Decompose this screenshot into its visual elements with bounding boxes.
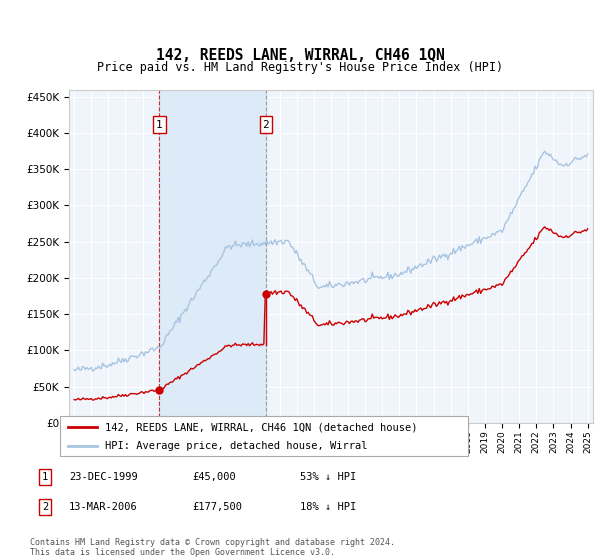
Text: 1: 1	[42, 472, 48, 482]
FancyBboxPatch shape	[60, 416, 468, 456]
Text: 23-DEC-1999: 23-DEC-1999	[69, 472, 138, 482]
Bar	[160, 90, 266, 423]
Text: 13-MAR-2006: 13-MAR-2006	[69, 502, 138, 512]
Text: 142, REEDS LANE, WIRRAL, CH46 1QN: 142, REEDS LANE, WIRRAL, CH46 1QN	[155, 48, 445, 63]
Text: Price paid vs. HM Land Registry's House Price Index (HPI): Price paid vs. HM Land Registry's House …	[97, 61, 503, 74]
Text: £45,000: £45,000	[192, 472, 236, 482]
Text: Contains HM Land Registry data © Crown copyright and database right 2024.
This d: Contains HM Land Registry data © Crown c…	[30, 538, 395, 557]
Text: HPI: Average price, detached house, Wirral: HPI: Average price, detached house, Wirr…	[105, 441, 367, 451]
Text: 1: 1	[156, 120, 163, 129]
Text: 2: 2	[42, 502, 48, 512]
Text: 2: 2	[263, 120, 269, 129]
Text: 18% ↓ HPI: 18% ↓ HPI	[300, 502, 356, 512]
Text: £177,500: £177,500	[192, 502, 242, 512]
Text: 142, REEDS LANE, WIRRAL, CH46 1QN (detached house): 142, REEDS LANE, WIRRAL, CH46 1QN (detac…	[105, 422, 418, 432]
Text: 53% ↓ HPI: 53% ↓ HPI	[300, 472, 356, 482]
